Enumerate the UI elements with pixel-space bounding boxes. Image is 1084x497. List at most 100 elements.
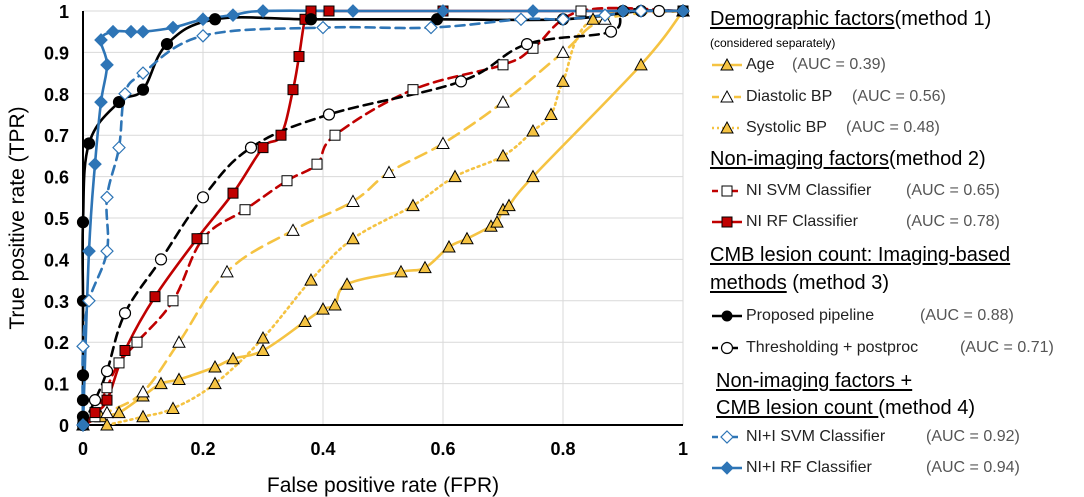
- marker-systolic-bp: [496, 148, 510, 162]
- marker-ni-rf-classifier: [293, 51, 305, 63]
- marker-systolic-bp: [166, 401, 180, 414]
- legend-entry-thresholding: Thresholding + postproc (AUC = 0.71): [710, 337, 1082, 359]
- marker-ni-svm-classifier: [101, 382, 113, 394]
- marker-ni-i-svm-classifier: [82, 293, 96, 308]
- marker-ni-rf-classifier: [149, 291, 161, 303]
- marker-systolic-bp: [406, 198, 420, 212]
- marker-ni-i-svm-classifier: [316, 20, 330, 35]
- legend-swatch-proposed: [712, 310, 742, 322]
- marker-thresholding-postproc: [88, 394, 102, 407]
- marker-ni-svm-classifier: [281, 175, 293, 187]
- marker-thresholding-postproc: [322, 108, 336, 121]
- marker-diastolic-bp: [346, 194, 360, 207]
- marker-ni-i-svm-classifier: [136, 66, 150, 80]
- x-tick-label: 0.4: [310, 439, 335, 459]
- marker-ni-i-rf-classifier: [526, 4, 540, 18]
- legend-entry-age: Age (AUC = 0.39): [710, 54, 1070, 76]
- marker-thresholding-postproc: [100, 365, 114, 378]
- legend-swatch-thresholding: [712, 341, 742, 355]
- marker-age: [442, 239, 456, 253]
- legend-swatch-diastolic: [712, 89, 742, 103]
- marker-ni-i-svm-classifier: [514, 12, 528, 27]
- marker-ni-i-svm-classifier: [196, 28, 210, 43]
- marker-ni-rf-classifier: [227, 187, 239, 199]
- legend-heading-nonimaging: Non-imaging factors (method 2): [710, 148, 986, 170]
- marker-proposed-pipeline: [304, 13, 318, 26]
- marker-diastolic-bp: [556, 45, 570, 58]
- marker-diastolic-bp: [496, 95, 510, 108]
- x-tick-label: 0.8: [550, 439, 575, 459]
- y-tick-label: 0.6: [44, 168, 69, 188]
- marker-ni-svm-classifier: [311, 158, 323, 170]
- legend-swatch-nii-svm: [712, 430, 742, 444]
- marker-ni-i-svm-classifier: [634, 4, 648, 18]
- legend: Demographic factors (method 1) (consider…: [710, 0, 1080, 497]
- legend-entry-nii-svm: NI+I SVM Classifier (AUC = 0.92): [710, 426, 1070, 448]
- marker-systolic-bp: [526, 124, 540, 137]
- marker-proposed-pipeline: [160, 38, 174, 51]
- marker-thresholding-postproc: [520, 38, 534, 51]
- x-tick-label: 1: [678, 439, 688, 459]
- marker-ni-i-rf-classifier: [436, 4, 450, 18]
- marker-ni-i-rf-classifier: [94, 95, 108, 109]
- legend-entry-ni-svm: NI SVM Classifier (AUC = 0.65): [710, 180, 1070, 202]
- marker-thresholding-postproc: [196, 191, 210, 204]
- marker-diastolic-bp: [172, 335, 186, 348]
- marker-systolic-bp: [586, 12, 600, 25]
- marker-ni-svm-classifier: [113, 357, 125, 369]
- marker-ni-svm-classifier: [575, 5, 587, 17]
- marker-thresholding-postproc: [244, 141, 258, 154]
- y-tick-label: 0.2: [44, 333, 69, 353]
- marker-ni-rf-classifier: [191, 233, 203, 245]
- y-tick-label: 0.9: [44, 43, 69, 63]
- marker-ni-svm-classifier: [167, 295, 179, 307]
- y-tick-label: 0: [59, 416, 69, 436]
- marker-diastolic-bp: [436, 136, 450, 149]
- series-line-ni-svm-classifier: [81, 6, 685, 427]
- y-tick-label: 0.4: [44, 250, 69, 270]
- marker-ni-i-svm-classifier: [100, 244, 114, 258]
- marker-ni-rf-classifier: [89, 407, 101, 419]
- x-tick-label: 0: [78, 439, 88, 459]
- marker-ni-rf-classifier: [287, 84, 299, 96]
- marker-age: [526, 169, 540, 183]
- legend-heading-demographic: Demographic factors (method 1): [710, 8, 992, 30]
- marker-ni-i-rf-classifier: [166, 20, 180, 35]
- legend-swatch-age: [712, 57, 742, 71]
- marker-ni-i-svm-classifier: [424, 20, 438, 35]
- marker-diastolic-bp: [136, 384, 150, 398]
- x-tick-label: 0.6: [430, 439, 455, 459]
- marker-ni-svm-classifier: [131, 336, 143, 348]
- marker-systolic-bp: [544, 107, 558, 120]
- series-line-ni-i-svm-classifier: [81, 9, 685, 427]
- marker-age: [340, 277, 354, 290]
- marker-ni-i-rf-classifier: [226, 8, 240, 22]
- marker-ni-svm-classifier: [239, 204, 251, 216]
- marker-ni-i-rf-classifier: [94, 33, 108, 47]
- marker-proposed-pipeline: [76, 394, 90, 407]
- marker-systolic-bp: [346, 231, 360, 245]
- marker-ni-i-svm-classifier: [598, 8, 612, 22]
- series-line-ni-i-rf-classifier: [81, 9, 685, 427]
- marker-age: [208, 359, 222, 373]
- legend-heading-imaging: CMB lesion count: Imaging-based: [710, 244, 1011, 266]
- marker-age: [226, 351, 240, 365]
- legend-swatch-systolic: [712, 120, 742, 134]
- y-tick-label: 0.1: [44, 375, 69, 395]
- roc-chart: 0 0.1 0.2 0.3 0.4 0.5 0.6 0.7 0.8 0.9 1 0 0.2 0.4 0.6 0…: [6, 2, 690, 497]
- marker-thresholding-postproc: [652, 4, 666, 18]
- legend-note: (considered separately): [710, 36, 836, 50]
- x-axis-title: False positive rate (FPR): [267, 474, 499, 497]
- marker-age: [298, 314, 312, 327]
- marker-ni-i-svm-classifier: [76, 339, 90, 354]
- marker-ni-rf-classifier: [323, 5, 335, 17]
- marker-age: [418, 260, 432, 274]
- marker-diastolic-bp: [220, 264, 234, 278]
- marker-age: [634, 57, 648, 71]
- marker-ni-i-svm-classifier: [556, 12, 570, 27]
- marker-age: [154, 376, 168, 390]
- marker-proposed-pipeline: [112, 95, 126, 109]
- legend-entry-nii-rf: NI+I RF Classifier (AUC = 0.94): [710, 457, 1070, 479]
- legend-swatch-ni-svm: [712, 185, 742, 197]
- legend-entry-diastolic: Diastolic BP (AUC = 0.56): [710, 86, 1070, 108]
